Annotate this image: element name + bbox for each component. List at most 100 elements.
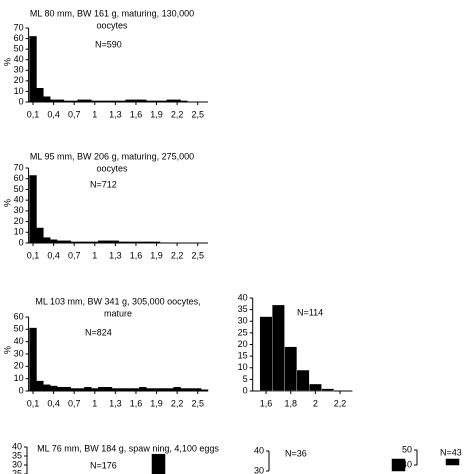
bar: [29, 36, 37, 103]
chart-title: ML 76 mm, BW 184 g, spaw ning, 4,100 egg…: [37, 443, 219, 453]
x-tick-label: 0,1: [27, 398, 40, 408]
y-axis-label: %: [2, 58, 12, 66]
bar: [104, 240, 113, 244]
x-tick-label: 0,7: [68, 109, 81, 119]
chart-title: ML 95 mm, BW 206 g, maturing, 275,000: [30, 151, 194, 161]
x-tick-label: 1,8: [284, 398, 297, 408]
annotation: N=824: [85, 327, 112, 337]
annotation: N=590: [95, 39, 122, 49]
bar: [200, 389, 209, 392]
bar: [173, 387, 181, 392]
x-tick-label: 1,6: [130, 250, 143, 260]
y-tick-label: 40: [14, 195, 24, 205]
x-tick-label: 2,5: [191, 109, 204, 119]
bar: [166, 99, 174, 103]
annotation: N=114: [297, 307, 323, 317]
y-tick-label: 70: [14, 162, 24, 172]
bar: [145, 388, 154, 392]
bar: [132, 388, 140, 392]
bar: [36, 380, 44, 392]
x-tick-label: 2,2: [171, 109, 184, 119]
bar: [49, 99, 58, 103]
bar: [111, 240, 120, 244]
x-tick-label: 0,1: [27, 250, 40, 260]
bar: [321, 388, 335, 392]
y-tick-label: 0: [19, 385, 24, 395]
bar: [29, 327, 37, 392]
x-tick-label: 1,3: [109, 398, 122, 408]
y-tick-label: 10: [14, 373, 24, 383]
y-tick-label: 60: [14, 33, 24, 43]
x-tick-label: 2,2: [334, 398, 347, 408]
y-tick-label: 10: [14, 227, 24, 237]
annotation: N=712: [90, 179, 117, 189]
y-tick-label: 15: [238, 351, 248, 361]
bar: [173, 99, 181, 103]
x-tick-label: 2,2: [171, 250, 184, 260]
x-tick-label: 1,6: [130, 109, 143, 119]
bar: [56, 99, 65, 103]
y-tick-label: 50: [14, 44, 24, 54]
bar: [187, 388, 195, 392]
y-tick-label: 30: [238, 316, 248, 326]
bar: [56, 240, 65, 244]
x-tick-label: 1,6: [260, 398, 273, 408]
bar: [70, 241, 78, 244]
y-tick-label: 35: [12, 450, 22, 460]
bar: [180, 100, 188, 103]
bar: [145, 100, 154, 103]
y-tick-label: 20: [14, 75, 24, 85]
bar: [43, 96, 51, 103]
x-tick-label: 1,3: [109, 250, 122, 260]
y-tick-label: 30: [14, 348, 24, 358]
x-tick-label: 1,6: [130, 398, 143, 408]
y-tick-label: 50: [14, 184, 24, 194]
bar: [145, 241, 154, 244]
bar: [152, 241, 161, 244]
x-tick-label: 0,4: [47, 109, 60, 119]
bar: [111, 388, 120, 392]
y-tick-label: 40: [238, 292, 248, 302]
x-tick-label: 0,4: [47, 398, 60, 408]
x-tick-label: 2,2: [171, 398, 184, 408]
bar: [49, 385, 58, 392]
bar: [77, 241, 85, 244]
bar: [259, 316, 273, 392]
chart-title: mature: [104, 308, 132, 318]
bar: [77, 99, 85, 103]
y-tick-label: 20: [238, 339, 248, 349]
y-tick-label: 40: [14, 336, 24, 346]
y-tick-label: 30: [254, 465, 264, 474]
bar: [118, 241, 126, 244]
bar: [194, 388, 202, 392]
bar: [36, 88, 44, 103]
bar: [139, 99, 147, 103]
bar: [36, 227, 44, 244]
bar: [63, 240, 72, 244]
bar: [97, 100, 106, 103]
y-tick-label: 0: [19, 96, 24, 106]
bar: [118, 100, 126, 103]
bar: [159, 100, 168, 103]
y-tick-label: 20: [14, 216, 24, 226]
bar: [151, 453, 166, 474]
bar: [125, 99, 133, 103]
chart-title: oocytes: [96, 163, 128, 173]
bar: [180, 388, 188, 392]
y-tick-label: 60: [14, 173, 24, 183]
annotation: N=176: [90, 460, 117, 470]
bar: [43, 384, 51, 392]
bar: [91, 388, 99, 392]
x-tick-label: 1,9: [150, 109, 163, 119]
bar: [43, 237, 51, 244]
bar: [152, 388, 161, 392]
bar: [125, 241, 133, 244]
y-tick-label: 70: [14, 22, 24, 32]
x-tick-label: 1,9: [150, 250, 163, 260]
bar: [132, 241, 140, 244]
bar: [63, 387, 72, 392]
y-tick-label: 0: [19, 237, 24, 247]
y-tick-label: 35: [238, 304, 248, 314]
